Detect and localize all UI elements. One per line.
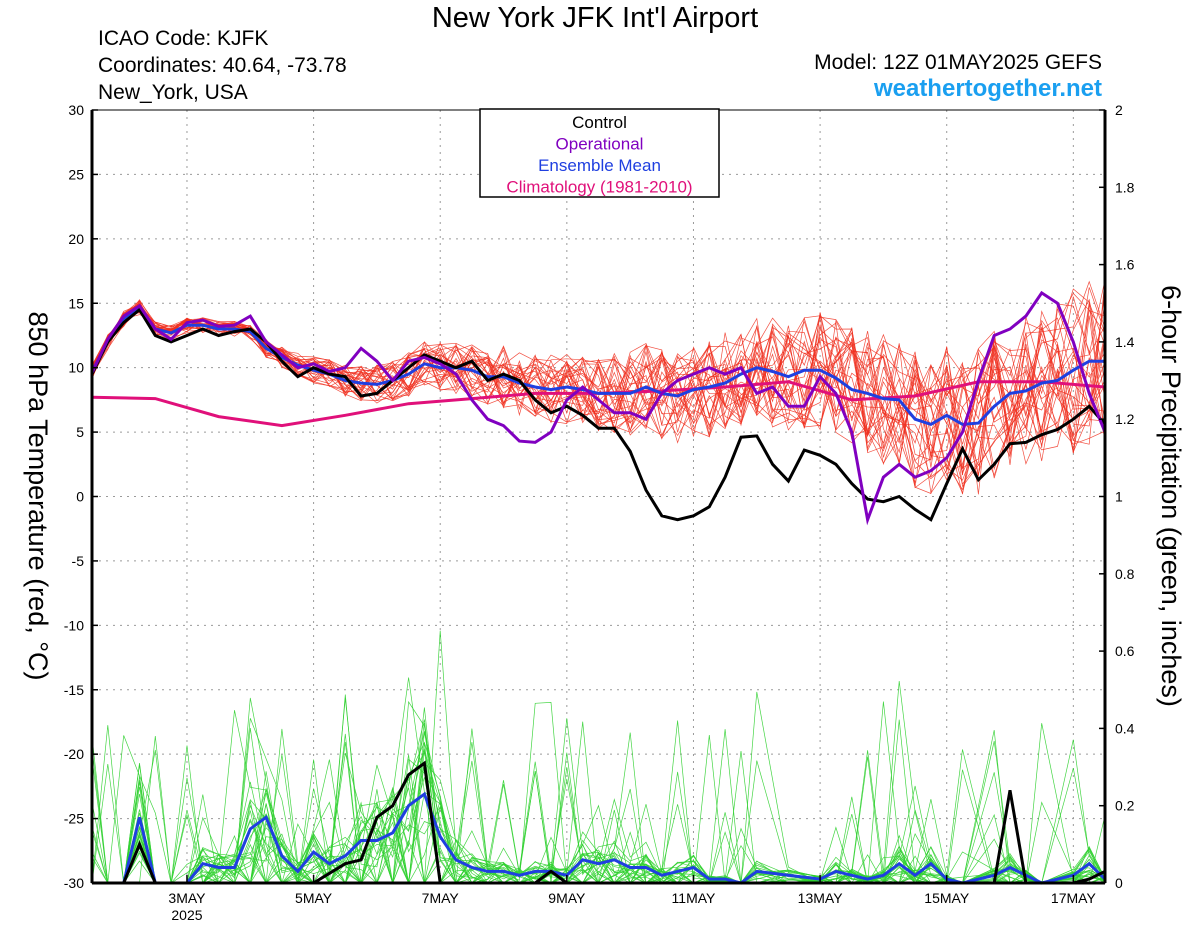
ytick-right-label: 0.2 [1115, 798, 1135, 814]
ytick-left-label: -15 [64, 682, 84, 698]
xtick-label: 13MAY [798, 890, 844, 906]
precip-member-line [92, 749, 1106, 884]
ytick-left-label: 15 [68, 295, 84, 311]
temp-member-line [91, 312, 1106, 495]
precip-member-line [91, 778, 1106, 885]
mean-precip-line [92, 791, 1107, 885]
ytick-left-label: -10 [64, 617, 84, 633]
legend: Control Operational Ensemble Mean Climatolo… [479, 108, 720, 198]
xtick-sublabel: 2025 [171, 907, 202, 923]
ytick-right-label: 2 [1115, 102, 1123, 118]
xtick-label: 17MAY [1051, 890, 1097, 906]
ytick-left-label: 10 [68, 360, 84, 376]
ytick-right-label: 1.4 [1115, 334, 1135, 350]
ylabel-left: 850 hPa Temperature (red, °C) [23, 312, 53, 681]
precip-member-line [92, 745, 1106, 885]
control-temp-line [90, 307, 1107, 522]
legend-box [479, 108, 720, 198]
xtick-label: 5MAY [295, 890, 333, 906]
coordinates: Coordinates: 40.64, -73.78 [98, 54, 347, 77]
ytick-right-label: 1.6 [1115, 257, 1135, 273]
temp-member-line [91, 300, 1106, 448]
icao-code: ICAO Code: KJFK [98, 27, 269, 50]
ytick-left-label: -20 [64, 746, 84, 762]
ytick-right-label: 1.8 [1115, 179, 1135, 195]
site-link[interactable]: weathertogether.net [873, 75, 1102, 102]
temp-member-line [91, 279, 1106, 470]
grid-lines [92, 110, 1105, 883]
legend-entry: Control [572, 113, 627, 132]
xtick-label: 9MAY [548, 890, 586, 906]
legend-entry: Climatology (1981-2010) [506, 178, 692, 197]
operational-temp-line [90, 290, 1107, 526]
ytick-right-label: 0 [1115, 875, 1123, 891]
series-lines [90, 290, 1107, 885]
legend-entry: Operational [556, 135, 644, 154]
ytick-left-label: 5 [76, 424, 84, 440]
ytick-left-label: -30 [64, 875, 84, 891]
precip-member-line [91, 720, 1106, 885]
model-run: Model: 12Z 01MAY2025 GEFS [814, 51, 1102, 74]
xtick-label: 11MAY [672, 890, 716, 906]
tick-labels: 302520151050-5-10-15-20-25-3021.81.61.41… [64, 102, 1135, 923]
ytick-left-label: 0 [76, 489, 84, 505]
precip-member-line [92, 758, 1106, 884]
precip-member-line [91, 764, 1106, 884]
temp-member-line [91, 304, 1106, 476]
mean-temp-line [90, 304, 1107, 427]
ytick-right-label: 0.8 [1115, 566, 1135, 582]
chart-title: New York JFK Int'l Airport [431, 2, 759, 34]
ylabel-right: 6-hour Precipitation (green, inches) [1156, 285, 1186, 707]
ytick-right-label: 0.4 [1115, 720, 1135, 736]
xtick-label: 3MAY [168, 890, 206, 906]
legend-entry: Ensemble Mean [538, 156, 661, 175]
ytick-left-label: 25 [68, 166, 84, 182]
ytick-left-label: -25 [64, 811, 84, 827]
xtick-label: 7MAY [422, 890, 460, 906]
ytick-right-label: 1 [1115, 489, 1123, 505]
ytick-left-label: 30 [68, 102, 84, 118]
xtick-label: 15MAY [924, 890, 970, 906]
ensemble-members [91, 271, 1106, 885]
temp-member-line [91, 301, 1106, 475]
ytick-left-label: 20 [68, 231, 84, 247]
location: New_York, USA [98, 81, 248, 104]
precip-member-line [92, 701, 1106, 884]
ytick-right-label: 0.6 [1115, 643, 1135, 659]
ytick-left-label: -5 [72, 553, 85, 569]
ytick-right-label: 1.2 [1115, 411, 1135, 427]
temp-member-line [91, 306, 1106, 488]
temp-member-line [91, 302, 1106, 482]
